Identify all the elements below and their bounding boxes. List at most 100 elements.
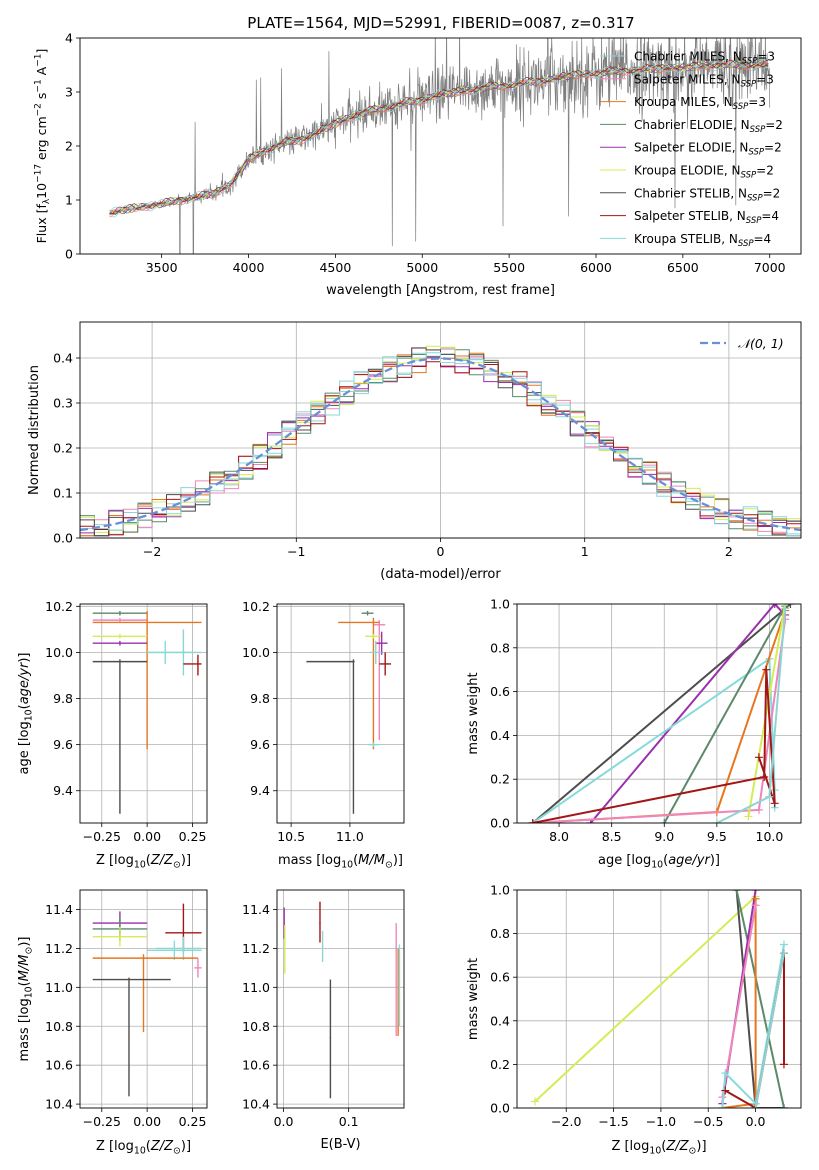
tick-label-x: −0.25 — [83, 1114, 121, 1129]
axes-massweight_vs_Z: −2.0 −1.5 −1.0 −0.5 0.0 0.0 0.2 0.4 0.6 0.8 1.0 — [490, 883, 802, 1129]
mass-weight-marker-salpeter_miles — [751, 901, 760, 910]
tick-label-y: 11.2 — [242, 941, 270, 956]
tick-label-x: 0.25 — [179, 1114, 207, 1129]
x-axis-label-age-vs-mass: mass [log10(M/M⊙)] — [278, 853, 403, 870]
axes-massweight_vs_age: 8.0 8.5 9.0 9.5 10.0 0.0 0.2 0.4 0.6 0.8 1.0 — [490, 597, 802, 844]
mass-weight-line-chabrier_elodie — [663, 605, 787, 823]
axes-frame — [516, 603, 802, 824]
tick-label-x: 8.5 — [602, 829, 622, 844]
legend-label-chabrier_elodie: Chabrier ELODIE, NSSP=2 — [634, 118, 783, 135]
tick-label-y: 10.0 — [45, 645, 73, 660]
tick-label-y: 9.4 — [53, 783, 73, 798]
tick-label-x: 0 — [437, 544, 445, 559]
legend-label-kroupa_elodie: Kroupa ELODIE, NSSP=2 — [634, 164, 774, 181]
axes-frame — [79, 603, 208, 824]
axes-frame — [276, 889, 405, 1109]
mass-weight-line-chabrier_elodie — [735, 890, 785, 1108]
model-spectrum-kroupa_miles — [109, 61, 769, 215]
tick-label-y: 9.6 — [250, 737, 270, 752]
x-axis-label-mass-vs-Z: Z [log10(Z/Z⊙)] — [96, 1139, 191, 1156]
tick-label-x: −1 — [287, 544, 305, 559]
tick-label-y: 0.2 — [53, 441, 73, 456]
mass-weight-marker-salpeter_stelib — [721, 1086, 730, 1095]
tick-label-y: 10.6 — [242, 1058, 270, 1073]
legend-label-salpeter_stelib: Salpeter STELIB, NSSP=4 — [634, 209, 779, 226]
axes-mass_vs_EBV: 0.0 0.1 10.4 10.6 10.8 11.0 11.2 11.4 — [242, 889, 405, 1129]
mass-weight-line-salpeter_elodie — [589, 604, 786, 823]
tick-label-y: 9.6 — [53, 737, 73, 752]
tick-label-y: 11.2 — [45, 941, 73, 956]
tick-label-y: 2 — [65, 139, 73, 154]
legend-label-salpeter_miles: Salpeter MILES, NSSP=3 — [634, 72, 774, 89]
legend-label-chabrier_stelib: Chabrier STELIB, NSSP=2 — [634, 186, 780, 203]
tick-label-x: 2 — [725, 544, 733, 559]
tick-label-y: 9.8 — [250, 691, 270, 706]
tick-label-y: 0.8 — [490, 926, 510, 941]
x-axis-label-mw-age: age [log10(age/yr)] — [598, 853, 720, 870]
plot-area-age_vs_mass — [306, 610, 392, 814]
legend-label-kroupa_miles: Kroupa MILES, NSSP=3 — [634, 95, 766, 112]
mass-weight-marker-chabrier_elodie — [732, 890, 741, 894]
mass-weight-line-kroupa_elodie — [534, 895, 757, 1103]
tick-label-x: 9.0 — [654, 829, 674, 844]
mass-weight-marker-chabrier_elodie — [779, 1104, 788, 1108]
mass-weight-line-chabrier_stelib — [735, 890, 784, 1108]
tick-label-y: 9.4 — [250, 783, 270, 798]
tick-label-x: −2 — [143, 544, 161, 559]
tick-label-x: −0.5 — [693, 1114, 723, 1129]
x-axis-label-residuals: (data-model)/error — [380, 567, 501, 582]
tick-label-y: 10.8 — [45, 1019, 73, 1034]
mass-weight-marker-chabrier_miles — [779, 949, 788, 958]
tick-label-y: 10.4 — [242, 1097, 270, 1112]
tick-label-y: 10.2 — [45, 599, 73, 614]
tick-label-x: 10.0 — [756, 829, 784, 844]
axes-frame — [276, 603, 405, 824]
tick-label-x: 10.5 — [277, 829, 305, 844]
plot-area-massweight_vs_Z — [530, 890, 788, 1108]
tick-label-y: 1 — [65, 193, 73, 208]
tick-label-x: 7000 — [754, 260, 786, 275]
plot-area-mass_vs_EBV — [283, 901, 401, 1099]
tick-label-x: 4500 — [319, 260, 351, 275]
x-axis-label-spectrum: wavelength [Angstrom, rest frame] — [326, 283, 555, 298]
x-axis-label-age-vs-Z: Z [log10(Z/Z⊙)] — [96, 853, 191, 870]
tick-label-y: 0.4 — [490, 1013, 510, 1028]
model-spectrum-salpeter_stelib — [109, 59, 769, 215]
tick-label-y: 10.6 — [45, 1058, 73, 1073]
mass-weight-marker-salpeter_stelib — [779, 1060, 788, 1069]
tick-label-x: −1.5 — [598, 1114, 628, 1129]
tick-label-x: −0.25 — [83, 829, 121, 844]
tick-label-x: 0.00 — [133, 1114, 161, 1129]
mass-weight-marker-kroupa_stelib — [718, 1104, 727, 1108]
mass-weight-line-salpeter_miles — [721, 905, 757, 1098]
tick-label-y: 0 — [65, 247, 73, 262]
axes-frame — [79, 889, 208, 1109]
tick-label-y: 0.6 — [490, 684, 510, 699]
tick-label-y: 4 — [65, 31, 73, 46]
mass-weight-marker-kroupa_elodie — [530, 1097, 539, 1106]
mass-weight-line-kroupa_elodie — [747, 604, 787, 817]
normal-distribution-curve — [80, 357, 801, 532]
tick-label-x: 9.5 — [707, 829, 727, 844]
tick-label-x: 8.0 — [549, 829, 569, 844]
tick-label-x: 4000 — [233, 260, 265, 275]
tick-label-y: 3 — [65, 85, 73, 100]
plot-area-spectrum — [109, 38, 771, 254]
tick-label-y: 0.2 — [490, 1057, 510, 1072]
mass-weight-marker-kroupa_stelib — [779, 940, 788, 949]
mass-weight-marker-chabrier_stelib — [786, 604, 795, 608]
mass-weight-marker-salpeter_elodie — [751, 890, 760, 894]
legend-label-kroupa_stelib: Kroupa STELIB, NSSP=4 — [634, 232, 771, 249]
tick-label-y: 1.0 — [490, 883, 510, 898]
x-axis-label-ebv: E(B-V) — [320, 1137, 360, 1152]
tick-label-x: 0.0 — [746, 1114, 766, 1129]
legend-label-salpeter_elodie: Salpeter ELODIE, NSSP=2 — [634, 141, 782, 158]
legend-label-normal: 𝒩(0, 1) — [738, 336, 784, 351]
tick-label-y: 0.8 — [490, 640, 510, 655]
tick-label-x: 0.0 — [274, 1114, 294, 1129]
tick-label-y: 0.4 — [53, 351, 73, 366]
mass-weight-marker-salpeter_elodie — [770, 604, 779, 608]
plot-area-mass_vs_Z — [92, 903, 202, 1097]
tick-label-x: 6000 — [580, 260, 612, 275]
